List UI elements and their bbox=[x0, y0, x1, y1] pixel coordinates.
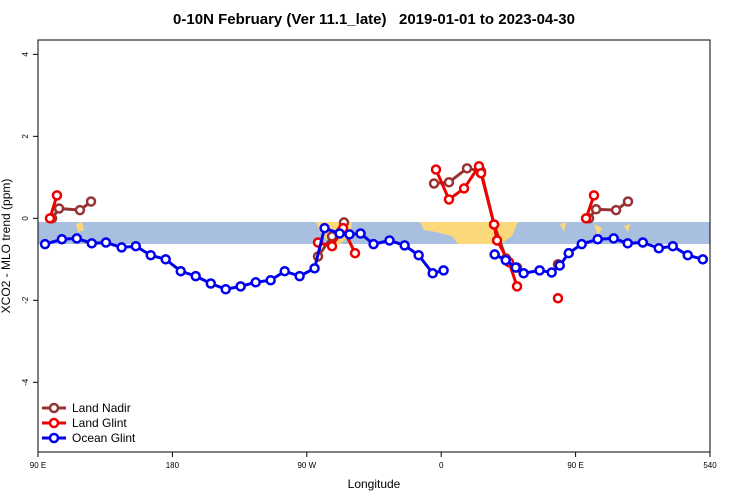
data-point bbox=[608, 233, 619, 244]
data-point bbox=[44, 213, 56, 224]
data-point bbox=[265, 274, 276, 286]
legend-marker bbox=[48, 402, 60, 414]
data-point bbox=[175, 265, 187, 277]
data-point bbox=[56, 233, 68, 245]
x-tick-label: 0 bbox=[439, 461, 444, 470]
data-point bbox=[334, 228, 345, 239]
data-point bbox=[667, 240, 679, 252]
data-point bbox=[250, 277, 261, 288]
data-point bbox=[326, 240, 338, 252]
data-point bbox=[552, 293, 564, 304]
data-point bbox=[511, 281, 523, 292]
y-tick-label: -2 bbox=[21, 296, 30, 304]
y-tick-label: 4 bbox=[21, 52, 30, 57]
data-point bbox=[319, 222, 330, 234]
legend-marker bbox=[48, 432, 60, 444]
data-point bbox=[368, 238, 379, 250]
data-point bbox=[590, 204, 602, 215]
y-tick-label: -4 bbox=[21, 378, 30, 386]
data-point bbox=[51, 190, 63, 201]
data-point bbox=[384, 235, 395, 246]
series-line bbox=[50, 200, 92, 220]
data-point bbox=[461, 163, 473, 174]
data-point bbox=[622, 238, 633, 249]
data-point bbox=[160, 254, 171, 265]
data-point bbox=[344, 229, 355, 240]
data-point bbox=[500, 254, 511, 266]
data-point bbox=[588, 190, 600, 201]
legend-label: Ocean Glint bbox=[72, 431, 136, 445]
data-point bbox=[430, 164, 442, 175]
data-point bbox=[443, 194, 455, 205]
data-point bbox=[458, 183, 470, 194]
data-point bbox=[592, 233, 603, 245]
y-tick-label: 0 bbox=[21, 216, 30, 221]
data-point bbox=[100, 237, 112, 248]
data-point bbox=[637, 237, 649, 248]
data-point bbox=[489, 249, 500, 260]
data-point bbox=[235, 281, 246, 292]
data-point bbox=[653, 243, 665, 254]
data-point bbox=[74, 204, 86, 216]
legend-marker bbox=[48, 417, 60, 429]
data-point bbox=[355, 228, 366, 239]
series-line bbox=[587, 200, 629, 220]
data-point bbox=[309, 263, 320, 274]
data-point bbox=[428, 178, 440, 189]
data-point bbox=[86, 238, 98, 249]
plot-frame bbox=[37, 39, 711, 453]
data-point bbox=[563, 247, 574, 259]
x-tick-label: 180 bbox=[166, 461, 180, 470]
data-point bbox=[399, 240, 410, 251]
data-point bbox=[488, 219, 500, 230]
y-axis-label: XCO2 - MLO trend (ppm) bbox=[0, 179, 13, 314]
data-point bbox=[413, 249, 424, 261]
x-tick-label: 90 W bbox=[297, 461, 316, 470]
data-point bbox=[39, 238, 51, 250]
data-point bbox=[475, 167, 487, 179]
data-point bbox=[130, 240, 142, 252]
data-point bbox=[294, 270, 305, 282]
legend-label: Land Glint bbox=[72, 416, 127, 430]
x-tick-label: 90 E bbox=[30, 461, 46, 470]
data-point bbox=[116, 242, 127, 253]
data-point bbox=[443, 177, 455, 188]
chart-title: 0-10N February (Ver 11.1_late) 2019-01-0… bbox=[173, 11, 575, 28]
data-point bbox=[682, 249, 693, 261]
data-point bbox=[534, 265, 545, 276]
x-tick-label: 540 bbox=[703, 461, 717, 470]
data-point bbox=[554, 260, 566, 271]
data-point bbox=[71, 233, 83, 244]
y-tick-label: 2 bbox=[21, 134, 30, 139]
x-axis-label: Longitude bbox=[348, 477, 401, 491]
data-point bbox=[205, 278, 217, 289]
data-point bbox=[610, 204, 622, 216]
legend-label: Land Nadir bbox=[72, 401, 131, 415]
data-point bbox=[85, 196, 97, 207]
data-point bbox=[518, 268, 529, 279]
x-tick-label: 90 E bbox=[567, 461, 583, 470]
data-point bbox=[190, 270, 201, 282]
data-point bbox=[438, 265, 449, 276]
data-point bbox=[145, 249, 156, 261]
data-point bbox=[427, 268, 438, 279]
data-point bbox=[697, 254, 709, 265]
data-point bbox=[622, 196, 634, 207]
data-point bbox=[279, 265, 290, 277]
data-point bbox=[510, 262, 521, 273]
data-point bbox=[220, 283, 231, 295]
data-point bbox=[53, 203, 65, 214]
data-point bbox=[491, 235, 503, 246]
data-point bbox=[580, 213, 592, 224]
data-point bbox=[546, 267, 557, 278]
data-point bbox=[576, 238, 587, 250]
data-point bbox=[349, 247, 361, 259]
